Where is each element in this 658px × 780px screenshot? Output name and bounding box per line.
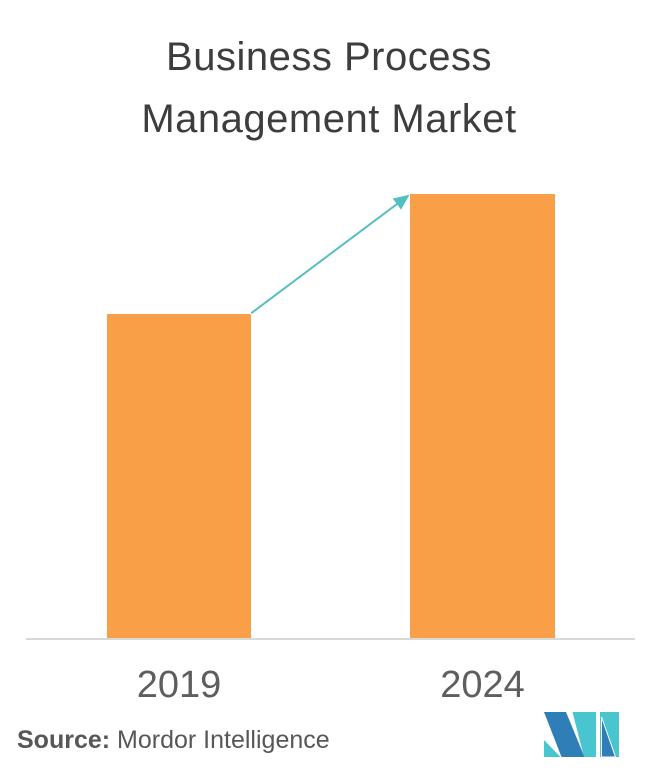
source-attribution: Source: Mordor Intelligence [17, 726, 330, 755]
x-axis-label-2024: 2024 [440, 664, 525, 706]
x-axis-line [26, 638, 635, 640]
bar-2019 [106, 314, 252, 638]
source-label: Source: [17, 726, 111, 754]
source-value: Mordor Intelligence [117, 726, 330, 754]
bar-2024 [410, 194, 555, 638]
x-axis-label-2019: 2019 [136, 664, 222, 706]
chart-title: Business Process Management Market [141, 35, 517, 141]
mordor-intelligence-logo [544, 712, 619, 757]
